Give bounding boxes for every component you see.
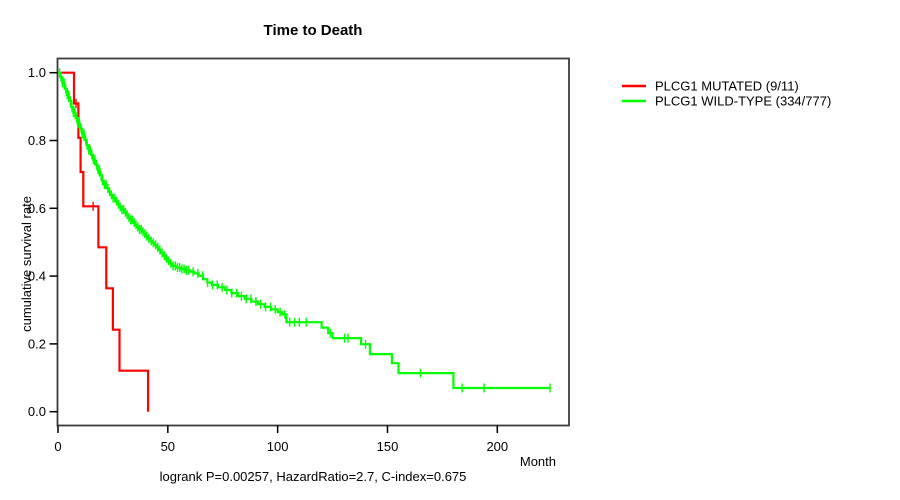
survival-curves <box>58 68 551 412</box>
survival-curve-path <box>58 71 150 412</box>
y-tick-label: 1.0 <box>28 65 46 80</box>
y-axis-label: cumulative survival rate <box>19 196 34 332</box>
y-tick-label: 0.0 <box>28 404 46 419</box>
stats-caption: logrank P=0.00257, HazardRatio=2.7, C-in… <box>160 469 467 484</box>
y-tick-label: 0.2 <box>28 336 46 351</box>
plot-area-border <box>56 57 570 427</box>
x-tick-label: 200 <box>486 439 508 454</box>
survival-curve-path <box>58 71 550 390</box>
wildtype-series <box>58 68 551 393</box>
chart-title: Time to Death <box>264 22 363 39</box>
y-axis-ticks: 1.0 0.8 0.6 0.4 0.2 0.0 <box>28 65 58 419</box>
x-axis-label: Month <box>520 454 556 469</box>
legend-label-mutated: PLCG1 MUTATED (9/11) <box>655 79 799 94</box>
mutated-series <box>58 71 150 412</box>
x-tick-label: 0 <box>54 439 61 454</box>
y-tick-label: 0.8 <box>28 133 46 148</box>
x-tick-label: 150 <box>377 439 399 454</box>
legend-label-wildtype: PLCG1 WILD-TYPE (334/777) <box>655 94 831 109</box>
y-tick-label: 0.6 <box>28 201 46 216</box>
x-axis-ticks: 0 50 100 150 200 <box>54 425 508 454</box>
x-tick-label: 100 <box>267 439 289 454</box>
x-tick-label: 50 <box>161 439 175 454</box>
legend: PLCG1 MUTATED (9/11) PLCG1 WILD-TYPE (33… <box>622 79 831 109</box>
y-tick-label: 0.4 <box>28 269 46 284</box>
